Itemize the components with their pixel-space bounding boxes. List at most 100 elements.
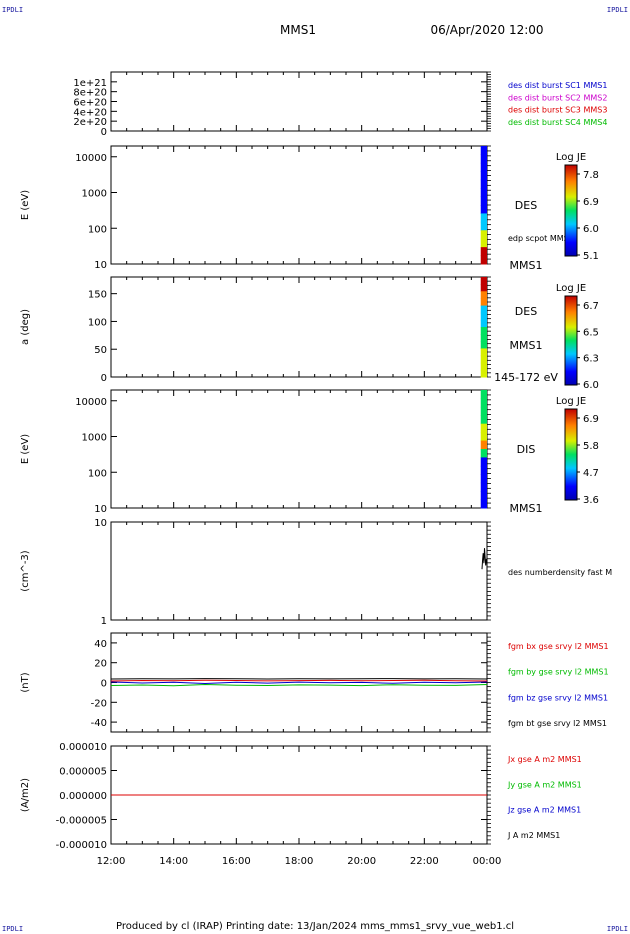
panel-5-series-line xyxy=(110,683,488,687)
panel-0-legend-entry: des dist burst SC2 MMS2 xyxy=(508,93,607,102)
panel-4-legend-entry: des numberdensity fast M xyxy=(508,568,612,577)
panel-1-heatmap-cell xyxy=(480,238,487,248)
panel-6-ylabel: (A/m2) xyxy=(20,778,31,812)
panel-6-ytick-label: 0.000010 xyxy=(59,742,107,753)
panel-2-ytick-label: 150 xyxy=(88,290,107,301)
panel-2-heatmap-cell xyxy=(480,298,487,307)
panel-1-colorbar-label: 6.0 xyxy=(583,224,599,235)
panel-2-colorbar-label: 6.7 xyxy=(583,301,599,312)
panel-4-ylabel: (cm^-3) xyxy=(20,550,31,591)
panel-1-heatmap-cell xyxy=(480,179,487,189)
panel-0-frame xyxy=(110,71,488,132)
corner-label-bl: IPDLI xyxy=(2,925,23,933)
panel-0-ytick-label: 6e+20 xyxy=(73,98,107,109)
time-axis-label: 18:00 xyxy=(285,856,314,867)
panel-6-legend-entry: Jx gse A m2 MMS1 xyxy=(507,755,582,764)
panel-5-ytick-label: 0 xyxy=(101,679,107,690)
panel-3-heatmap-cell xyxy=(480,390,487,399)
panel-3-side-label: MMS1 xyxy=(510,502,543,515)
panel-3-ytick-label: 10000 xyxy=(75,397,107,408)
panel-1-ytick-label: 10000 xyxy=(75,153,107,164)
panel-4-series-line xyxy=(481,548,488,570)
panel-3-ytick-label: 10 xyxy=(94,504,107,515)
panel-5-ytick-label: -20 xyxy=(91,698,107,709)
panel-0-ytick-label: 1e+21 xyxy=(73,78,107,89)
panel-1-heatmap-cell xyxy=(480,196,487,206)
panel-3-heatmap-cell xyxy=(480,440,487,450)
panel-3-heatmap-cell xyxy=(480,491,487,501)
time-axis-label: 12:00 xyxy=(97,856,126,867)
panel-1-side-label: MMS1 xyxy=(510,259,543,272)
panel-3-heatmap-cell xyxy=(480,432,487,442)
panel-2-heatmap-cell xyxy=(480,319,487,328)
panel-3-ytick-label: 100 xyxy=(88,468,107,479)
panel-6-ytick-label: -0.000010 xyxy=(56,840,107,851)
panel-1-colorbar-label: 5.1 xyxy=(583,251,599,262)
panel-0-ytick-label: 2e+20 xyxy=(73,117,107,128)
panel-2-colorbar xyxy=(564,295,578,386)
panel-1-heatmap-cell xyxy=(480,188,487,198)
panel-1-heatmap-cell xyxy=(480,221,487,231)
panel-1-heatmap-cell xyxy=(480,247,487,257)
panel-1-ytick-label: 1000 xyxy=(82,189,107,200)
panel-6-legend-entry: J A m2 MMS1 xyxy=(507,831,560,840)
panel-5-ylabel: (nT) xyxy=(20,672,31,692)
panel-2-heatmap-cell xyxy=(480,277,487,285)
panel-3-colorbar-label: 3.6 xyxy=(583,495,599,506)
panel-2-heatmap-cell xyxy=(480,355,487,364)
panel-5-legend-entry: fgm bt gse srvy l2 MMS1 xyxy=(508,719,607,728)
header-spacecraft: MMS1 xyxy=(280,23,316,37)
panel-1-frame xyxy=(110,145,488,265)
panel-2-heatmap-cell xyxy=(480,312,487,321)
panel-3-colorbar-label: 4.7 xyxy=(583,468,599,479)
panel-1-heatmap-cell xyxy=(480,230,487,240)
panel-3-heatmap-cell xyxy=(480,415,487,425)
panel-2-heatmap-cell xyxy=(480,362,487,371)
panel-2-heatmap-cell xyxy=(480,334,487,342)
panel-2-heatmap-cell xyxy=(480,348,487,357)
corner-label-tl: IPDLI xyxy=(2,6,23,14)
panel-5-ytick-label: 20 xyxy=(94,659,107,670)
panel-1-heatmap-cell xyxy=(480,205,487,214)
panel-0-legend-entry: des dist burst SC3 MMS3 xyxy=(508,106,607,115)
panel-2-heatmap-cell xyxy=(480,327,487,335)
panel-2-side-label: MMS1 xyxy=(510,339,543,352)
panel-3-colorbar-label: 5.8 xyxy=(583,441,599,452)
panel-1-ylabel: E (eV) xyxy=(20,190,31,220)
panel-2-ytick-label: 0 xyxy=(101,373,107,384)
panel-1-ytick-label: 100 xyxy=(88,224,107,235)
panel-2-colorbar-title: Log JE xyxy=(556,283,586,294)
panel-6-ytick-label: 0.000005 xyxy=(59,767,107,778)
panel-3-heatmap-cell xyxy=(480,406,487,416)
header-datetime: 06/Apr/2020 12:00 xyxy=(430,23,543,37)
panel-3-heatmap-cell xyxy=(480,474,487,484)
time-axis-label: 16:00 xyxy=(222,856,251,867)
panel-3-frame xyxy=(110,389,488,509)
time-axis-label: 00:00 xyxy=(473,856,502,867)
panel-0-ytick-label: 4e+20 xyxy=(73,107,107,118)
panel-1-heatmap-cell xyxy=(480,255,487,265)
panel-0-ytick-label: 0 xyxy=(101,127,107,138)
panel-2-frame xyxy=(110,276,488,378)
panel-1-heatmap-cell xyxy=(480,146,487,155)
panel-6-ytick-label: -0.000005 xyxy=(56,816,107,827)
panel-2-colorbar-label: 6.0 xyxy=(583,380,599,391)
panel-2-colorbar-label: 6.5 xyxy=(583,327,599,338)
panel-5-series-line xyxy=(110,681,488,685)
panel-0-ytick-label: 8e+20 xyxy=(73,88,107,99)
panel-3-side-label: DIS xyxy=(517,443,536,456)
panel-3-heatmap-cell xyxy=(480,482,487,492)
panel-1-colorbar-label: 6.9 xyxy=(583,197,599,208)
footer-text: Produced by cl (IRAP) Printing date: 13/… xyxy=(116,921,514,932)
panel-5-ytick-label: -40 xyxy=(91,718,107,729)
panel-5-legend-entry: fgm bz gse srvy l2 MMS1 xyxy=(508,693,608,702)
corner-label-br: IPDLI xyxy=(607,925,628,933)
panel-3-heatmap-cell xyxy=(480,423,487,433)
panel-6-legend-entry: Jz gse A m2 MMS1 xyxy=(507,806,581,815)
panel-3-colorbar-label: 6.9 xyxy=(583,414,599,425)
panel-2-heatmap-cell xyxy=(480,291,487,299)
panel-4-ytick-label: 10 xyxy=(94,518,107,529)
panel-2-heatmap-cell xyxy=(480,369,487,378)
